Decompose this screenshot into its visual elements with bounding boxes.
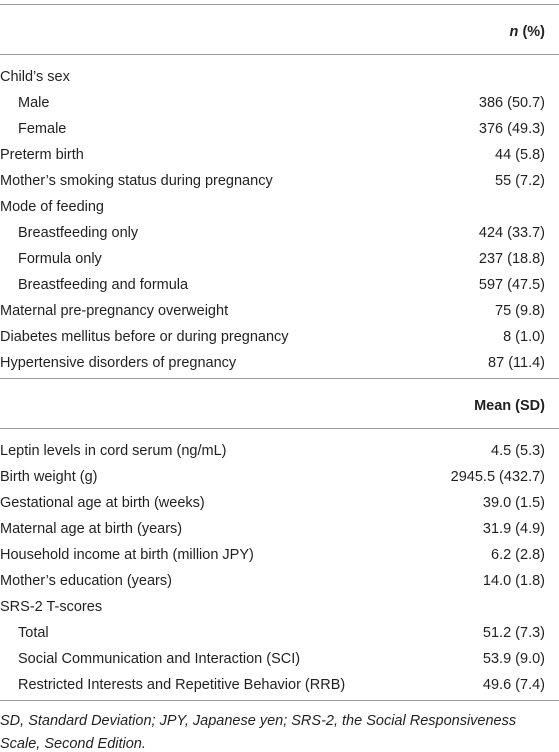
- row-value: 49.6 (7.4): [482, 677, 545, 693]
- row-value: 87 (11.4): [488, 355, 545, 371]
- row-value: 39.0 (1.5): [482, 495, 545, 511]
- row-label: Total: [18, 625, 49, 641]
- table-rule: [0, 378, 559, 379]
- row-label: Preterm birth: [0, 147, 84, 163]
- row-value: 424 (33.7): [478, 225, 545, 241]
- row-label: Breastfeeding and formula: [18, 277, 189, 293]
- row-value: 14.0 (1.8): [482, 573, 545, 589]
- row-value: 31.9 (4.9): [482, 521, 545, 537]
- row-label: Household income at birth (million JPY): [0, 547, 254, 563]
- column-header: Mean (SD): [474, 398, 545, 414]
- column-header: n (%): [510, 22, 545, 42]
- row-label: Maternal age at birth (years): [0, 521, 183, 537]
- row-label: Restricted Interests and Repetitive Beha…: [18, 677, 346, 693]
- row-value: 386 (50.7): [478, 95, 545, 111]
- row-label: Maternal pre-pregnancy overweight: [0, 303, 229, 319]
- table-rule: [0, 54, 559, 55]
- row-label: Breastfeeding only: [18, 225, 139, 241]
- row-value: 6.2 (2.8): [491, 547, 545, 563]
- row-label: Birth weight (g): [0, 469, 98, 485]
- row-value: 51.2 (7.3): [482, 625, 545, 641]
- row-label: Female: [18, 121, 67, 137]
- row-value: 44 (5.8): [495, 147, 545, 163]
- row-label: Child’s sex: [0, 69, 70, 85]
- table-rule: [0, 4, 559, 5]
- row-label: Mode of feeding: [0, 199, 104, 215]
- row-value: 55 (7.2): [495, 173, 545, 189]
- row-label: Hypertensive disorders of pregnancy: [0, 355, 237, 371]
- row-value: 53.9 (9.0): [482, 651, 545, 667]
- row-label: Diabetes mellitus before or during pregn…: [0, 329, 289, 345]
- row-label: Male: [18, 95, 50, 111]
- row-label: Mother’s smoking status during pregnancy: [0, 173, 273, 189]
- table-rule: [0, 428, 559, 429]
- row-value: 597 (47.5): [478, 277, 545, 293]
- header-rest: (%): [522, 24, 545, 40]
- footnote: SD, Standard Deviation; JPY, Japanese ye…: [0, 713, 517, 752]
- row-label: Social Communication and Interaction (SC…: [18, 651, 301, 667]
- row-label: Formula only: [18, 251, 102, 267]
- row-value: 2945.5 (432.7): [450, 469, 545, 485]
- row-value: 4.5 (5.3): [491, 443, 545, 459]
- row-label: Gestational age at birth (weeks): [0, 495, 205, 511]
- row-value: 237 (18.8): [478, 251, 545, 267]
- row-label: Mother’s education (years): [0, 573, 172, 589]
- header-italic: n: [509, 24, 519, 40]
- row-label: SRS-2 T-scores: [0, 599, 103, 615]
- row-value: 75 (9.8): [495, 303, 545, 319]
- row-value: 376 (49.3): [478, 121, 545, 137]
- table-rule: [0, 700, 559, 701]
- row-label: Leptin levels in cord serum (ng/mL): [0, 443, 227, 459]
- row-value: 8 (1.0): [503, 329, 545, 345]
